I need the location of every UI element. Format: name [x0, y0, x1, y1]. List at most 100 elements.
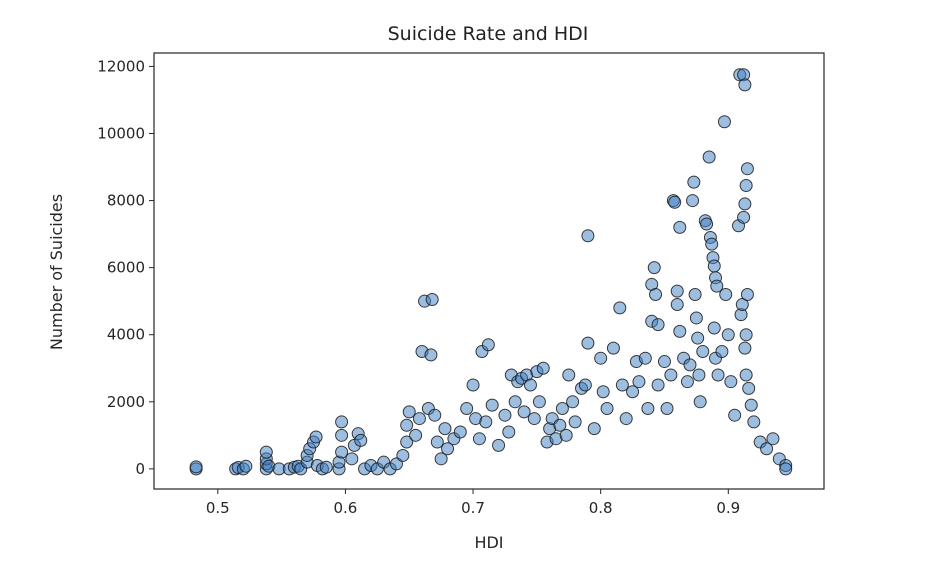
data-point	[402, 405, 416, 419]
data-point	[400, 435, 414, 449]
data-point	[779, 462, 793, 476]
x-axis-label: HDI	[474, 533, 503, 552]
data-point	[559, 428, 573, 442]
data-point	[691, 331, 705, 345]
data-point	[189, 460, 203, 474]
data-point	[430, 435, 444, 449]
y-tick-label: 2000	[107, 393, 145, 411]
y-tick-label: 0	[135, 460, 145, 478]
data-point	[721, 328, 735, 342]
data-point	[760, 442, 774, 456]
data-point	[587, 422, 601, 436]
data-point	[553, 418, 567, 432]
data-point	[523, 378, 537, 392]
plot-frame	[153, 52, 825, 490]
data-point	[626, 385, 640, 399]
x-tick-label: 0.9	[716, 499, 740, 517]
data-point	[536, 361, 550, 375]
data-point	[555, 402, 569, 416]
data-point	[683, 358, 697, 372]
x-tick-label: 0.7	[461, 499, 485, 517]
data-point	[409, 428, 423, 442]
data-point	[532, 395, 546, 409]
data-point	[632, 375, 646, 389]
data-point	[664, 368, 678, 382]
data-point	[335, 415, 349, 429]
data-point	[485, 398, 499, 412]
data-point	[606, 341, 620, 355]
data-point	[259, 445, 273, 459]
data-point	[696, 344, 710, 358]
data-point	[728, 408, 742, 422]
data-point	[660, 402, 674, 416]
data-points	[189, 68, 793, 476]
data-point	[441, 442, 455, 456]
x-tick-label: 0.8	[589, 499, 613, 517]
data-point	[613, 301, 627, 315]
data-point	[680, 375, 694, 389]
data-point	[670, 284, 684, 298]
data-point	[562, 368, 576, 382]
data-point	[737, 210, 751, 224]
data-point	[707, 259, 721, 273]
data-point	[594, 351, 608, 365]
x-tick-label: 0.5	[206, 499, 230, 517]
data-point	[670, 298, 684, 312]
data-point	[738, 341, 752, 355]
chart-title: Suicide Rate and HDI	[388, 23, 589, 45]
data-point	[705, 237, 719, 251]
data-point	[600, 402, 614, 416]
data-point	[724, 375, 738, 389]
data-point	[739, 368, 753, 382]
data-point	[309, 430, 323, 444]
data-point	[428, 408, 442, 422]
data-point	[738, 78, 752, 92]
y-tick-label: 4000	[107, 326, 145, 344]
data-point	[651, 318, 665, 332]
data-point	[568, 415, 582, 429]
data-point	[472, 432, 486, 446]
y-axis: 0 2000 4000 6000 8000 10000 12000	[97, 57, 154, 478]
data-point	[740, 162, 754, 176]
data-point	[438, 422, 452, 436]
y-tick-label: 8000	[107, 192, 145, 210]
data-point	[657, 355, 671, 369]
data-point	[581, 229, 595, 243]
data-point	[502, 425, 516, 439]
data-point	[638, 351, 652, 365]
data-point	[619, 412, 633, 426]
data-point	[434, 452, 448, 466]
data-point	[692, 368, 706, 382]
data-point	[479, 415, 493, 429]
data-point	[651, 378, 665, 392]
data-point	[517, 405, 531, 419]
data-point	[527, 412, 541, 426]
y-axis-label: Number of Suicides	[47, 194, 66, 350]
data-point	[566, 395, 580, 409]
data-point	[740, 287, 754, 301]
data-point	[717, 115, 731, 129]
data-point	[688, 287, 702, 301]
data-point	[498, 408, 512, 422]
data-point	[700, 217, 714, 231]
y-tick-label: 12000	[97, 57, 145, 75]
data-point	[400, 418, 414, 432]
data-point	[738, 197, 752, 211]
data-point	[354, 433, 368, 447]
data-point	[596, 385, 610, 399]
data-point	[481, 338, 495, 352]
y-tick-label: 6000	[107, 259, 145, 277]
data-point	[492, 438, 506, 452]
data-point	[647, 261, 661, 275]
data-point	[668, 195, 682, 209]
data-point	[319, 460, 333, 474]
data-point	[742, 381, 756, 395]
data-point	[641, 402, 655, 416]
data-point	[335, 428, 349, 442]
data-point	[649, 287, 663, 301]
data-point	[739, 328, 753, 342]
data-point	[707, 321, 721, 335]
data-point	[578, 378, 592, 392]
data-point	[335, 445, 349, 459]
x-tick-label: 0.6	[333, 499, 357, 517]
